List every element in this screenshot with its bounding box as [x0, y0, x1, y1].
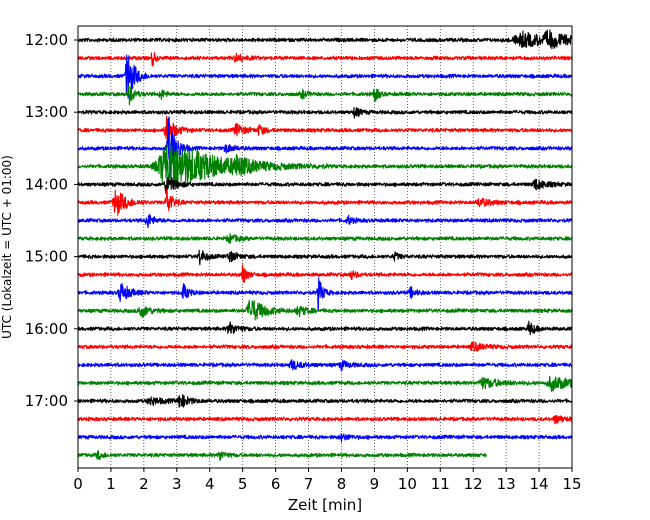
- y-tick-label: 14:00: [25, 175, 68, 193]
- trace-1500: [77, 249, 573, 266]
- trace-1315: [77, 115, 573, 144]
- y-tick-label: 16:00: [25, 320, 68, 338]
- trace-1230: [77, 54, 573, 99]
- x-axis-ticks: 0 1 2 3 4 5 6 7 8 9 10 11 12 13 14 15: [73, 468, 582, 493]
- x-tick-label: 7: [304, 475, 314, 493]
- trace-1645: [77, 376, 573, 393]
- trace-1545: [77, 299, 573, 321]
- trace-1200: [77, 29, 573, 50]
- trace-1515: [77, 264, 573, 283]
- trace-1715: [77, 414, 573, 425]
- x-tick-label: 14: [530, 475, 549, 493]
- x-tick-label: 9: [370, 475, 380, 493]
- x-tick-label: 10: [398, 475, 417, 493]
- x-tick-label: 4: [205, 475, 215, 493]
- x-tick-label: 1: [106, 475, 116, 493]
- y-tick-label: 13:00: [25, 103, 68, 121]
- seismogram-traces: [77, 29, 573, 462]
- x-tick-label: 11: [431, 475, 450, 493]
- x-tick-label: 5: [238, 475, 248, 493]
- x-axis-label: Zeit [min]: [288, 496, 362, 514]
- trace-1615: [77, 341, 573, 352]
- x-tick-label: 0: [73, 475, 83, 493]
- trace-1300: [77, 107, 573, 119]
- trace-1415: [77, 188, 573, 216]
- plot-frame: [77, 25, 573, 469]
- trace-1445: [77, 233, 573, 244]
- trace-1430: [77, 213, 573, 229]
- trace-1330: [77, 116, 573, 179]
- x-tick-label: 2: [139, 475, 149, 493]
- trace-1245: [77, 85, 573, 106]
- trace-1345: [77, 139, 573, 190]
- x-tick-label: 12: [464, 475, 483, 493]
- trace-1530: [77, 277, 573, 311]
- x-tick-label: 15: [562, 475, 581, 493]
- trace-1745: [77, 450, 487, 462]
- x-tick-label: 6: [271, 475, 281, 493]
- trace-1600: [77, 320, 573, 336]
- y-tick-label: 12:00: [25, 31, 68, 49]
- trace-1730: [77, 432, 573, 443]
- x-tick-label: 3: [172, 475, 182, 493]
- y-axis-ticks: 12:00 13:00 14:00 15:00 16:00 17:00: [25, 31, 78, 410]
- x-tick-label: 13: [497, 475, 516, 493]
- trace-1400: [77, 177, 573, 195]
- y-tick-label: 17:00: [25, 392, 68, 410]
- trace-1630: [77, 359, 573, 371]
- y-tick-label: 15:00: [25, 248, 68, 266]
- trace-1700: [77, 393, 573, 408]
- trace-1215: [77, 52, 573, 67]
- x-tick-label: 8: [337, 475, 347, 493]
- y-axis-label: UTC (Lokalzeit = UTC + 01:00): [0, 155, 14, 339]
